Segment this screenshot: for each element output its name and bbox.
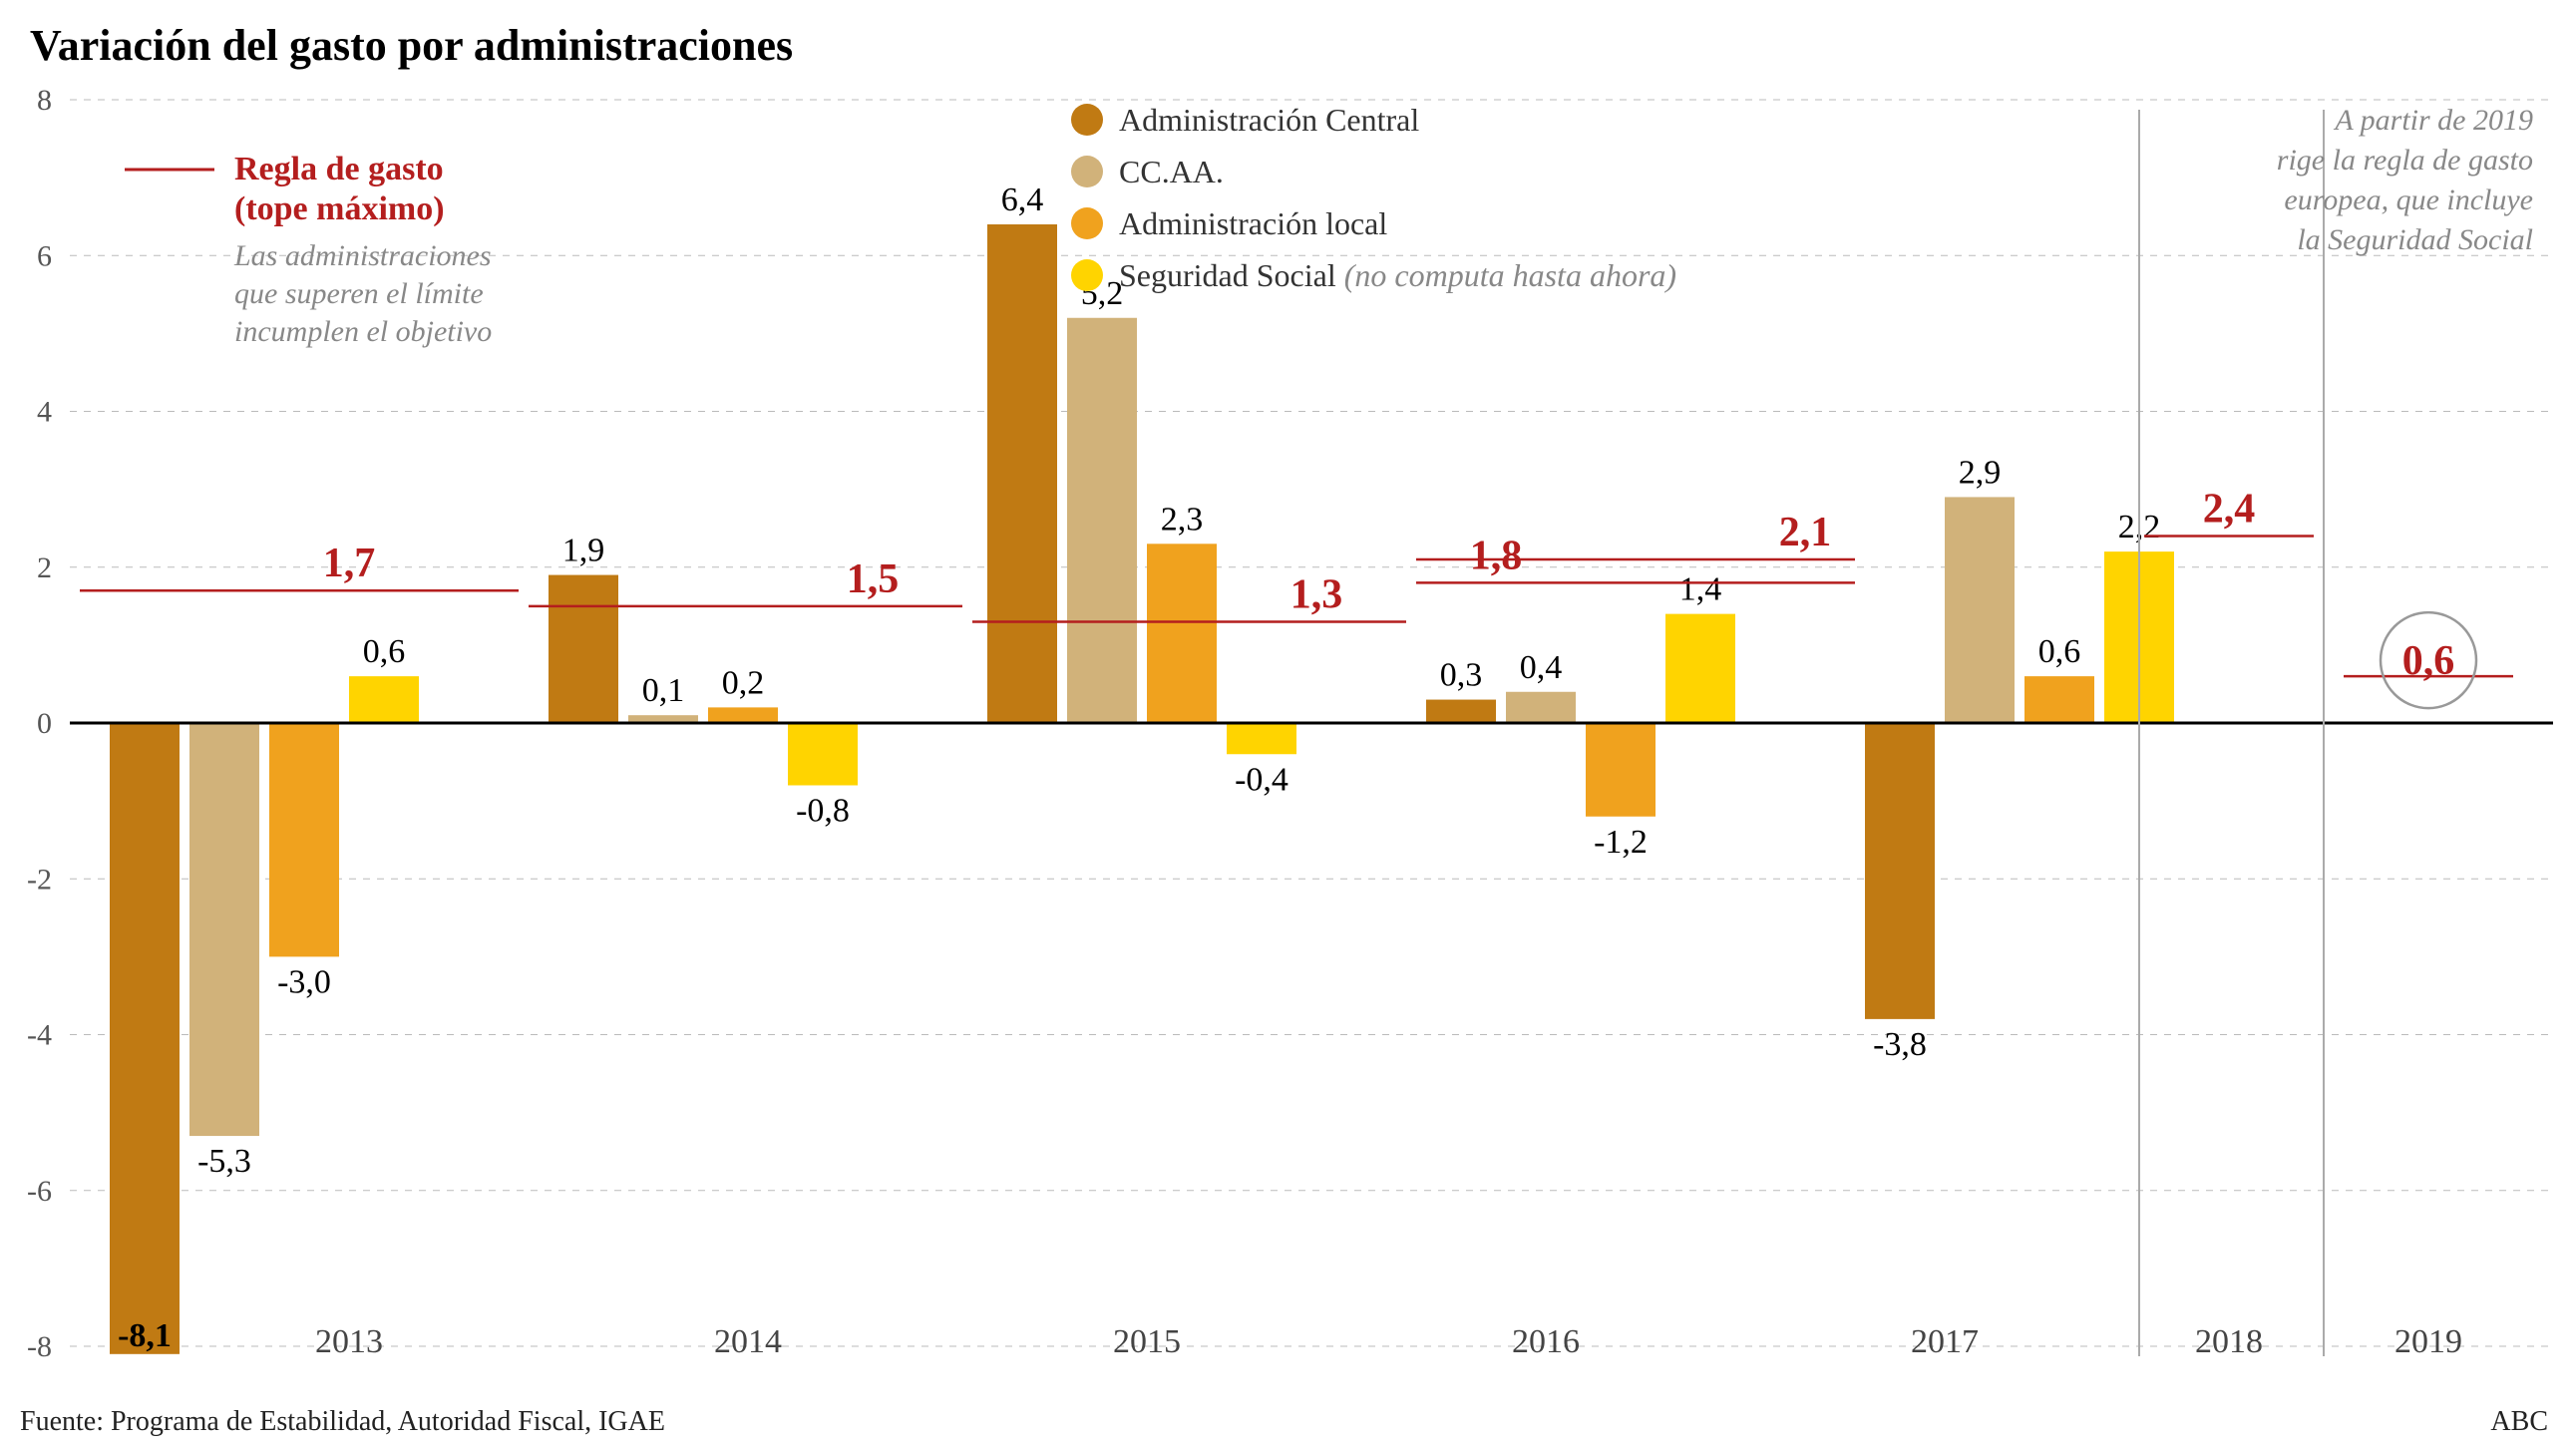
bar-label: -3,0 xyxy=(277,963,331,1000)
y-tick-label: 4 xyxy=(37,396,52,429)
legend-rule-label-2: (tope máximo) xyxy=(234,190,445,227)
note-2019-line: europea, que incluye xyxy=(2284,183,2533,216)
bar-label: -0,4 xyxy=(1235,761,1288,798)
legend-rule-desc-1: Las administraciones xyxy=(233,239,492,272)
y-tick-label: 2 xyxy=(37,551,52,584)
bar-label: 0,1 xyxy=(642,672,685,709)
legend-series-label: Administración Central xyxy=(1119,102,1419,138)
bar-central xyxy=(1865,723,1935,1019)
bar-central xyxy=(1426,700,1496,723)
chart-svg: -8 -6 -4 -2 0 2 4 6 8 -8,1 -5,3 -3,0 0,6 2013 1,9 0,1 0,… xyxy=(0,0,2576,1450)
bar-label: 0,3 xyxy=(1440,657,1483,694)
publisher-text: ABC xyxy=(2490,1406,2548,1438)
rule-label: 1,8 xyxy=(1470,533,1523,578)
rule-label-2019: 0,6 xyxy=(2402,638,2455,684)
note-2019-line: A partir de 2019 xyxy=(2333,104,2533,137)
legend-dot xyxy=(1071,207,1103,239)
x-year-label: 2015 xyxy=(1113,1323,1181,1360)
rule-label: 2,1 xyxy=(1779,510,1832,555)
rule-label-2018: 2,4 xyxy=(2203,487,2256,533)
y-tick-label: -8 xyxy=(27,1330,52,1363)
bar-local xyxy=(1147,544,1217,723)
legend-rule-desc-2: que superen el límite xyxy=(234,277,484,310)
note-2019-line: rige la regla de gasto xyxy=(2277,144,2533,177)
rule-label: 1,3 xyxy=(1290,571,1343,617)
y-tick-label: 6 xyxy=(37,239,52,272)
bar-label: 6,4 xyxy=(1001,181,1044,218)
bar-label: -1,2 xyxy=(1594,824,1648,861)
note-2019-line: la Seguridad Social xyxy=(2297,223,2533,256)
bar-central xyxy=(987,224,1057,723)
legend-series-label: Administración local xyxy=(1119,205,1387,241)
legend-dot xyxy=(1071,156,1103,187)
bar-ccaa xyxy=(1067,318,1137,723)
bar-label: 0,6 xyxy=(2038,633,2081,670)
x-year-label: 2016 xyxy=(1512,1323,1580,1360)
y-tick-label: -4 xyxy=(27,1019,52,1052)
rule-label: 1,7 xyxy=(323,541,376,586)
legend-dot xyxy=(1071,104,1103,136)
bar-label: -5,3 xyxy=(197,1143,251,1180)
x-year-label: 2017 xyxy=(1911,1323,1979,1360)
rule-label: 1,5 xyxy=(847,556,900,602)
bar-local xyxy=(708,707,778,723)
bar-ccaa xyxy=(189,723,259,1136)
bar-label: 1,9 xyxy=(562,533,605,569)
legend-series-label: CC.AA. xyxy=(1119,154,1224,189)
bar-label: 2,9 xyxy=(1959,454,2002,491)
y-tick-label: -6 xyxy=(27,1175,52,1208)
x-year-2019: 2019 xyxy=(2394,1323,2462,1360)
bar-segsoc xyxy=(1665,614,1735,723)
bar-label: -8,1 xyxy=(118,1317,172,1354)
bar-label: 2,3 xyxy=(1161,501,1204,538)
bar-local xyxy=(2024,676,2094,723)
source-text: Fuente: Programa de Estabilidad, Autorid… xyxy=(20,1406,665,1438)
bar-segsoc xyxy=(349,676,419,723)
y-tick-label: -2 xyxy=(27,863,52,896)
bar-label: 1,4 xyxy=(1679,571,1722,608)
bar-label: 0,2 xyxy=(722,664,765,701)
bar-segsoc xyxy=(1227,723,1296,754)
legend-dot xyxy=(1071,259,1103,291)
bar-label: -3,8 xyxy=(1873,1026,1927,1063)
bar-segsoc xyxy=(788,723,858,786)
bar-label: 0,4 xyxy=(1520,649,1563,686)
bar-label: -0,8 xyxy=(796,793,850,830)
chart-container: Variación del gasto por administraciones… xyxy=(0,0,2576,1450)
y-tick-label: 8 xyxy=(37,84,52,117)
x-year-label: 2013 xyxy=(315,1323,383,1360)
bar-label: 0,6 xyxy=(363,633,406,670)
bar-ccaa xyxy=(1506,692,1576,723)
bar-central xyxy=(110,723,180,1354)
bar-ccaa xyxy=(1945,497,2015,723)
x-year-label: 2014 xyxy=(714,1323,782,1360)
legend-rule-label-1: Regla de gasto xyxy=(234,151,444,187)
legend-rule-desc-3: incumplen el objetivo xyxy=(234,315,492,348)
bar-local xyxy=(1586,723,1656,817)
legend-series-label: Seguridad Social (no computa hasta ahora… xyxy=(1119,257,1676,293)
x-year-2018: 2018 xyxy=(2195,1323,2263,1360)
bar-central xyxy=(549,575,618,723)
bar-local xyxy=(269,723,339,956)
y-tick-label: 0 xyxy=(37,707,52,740)
